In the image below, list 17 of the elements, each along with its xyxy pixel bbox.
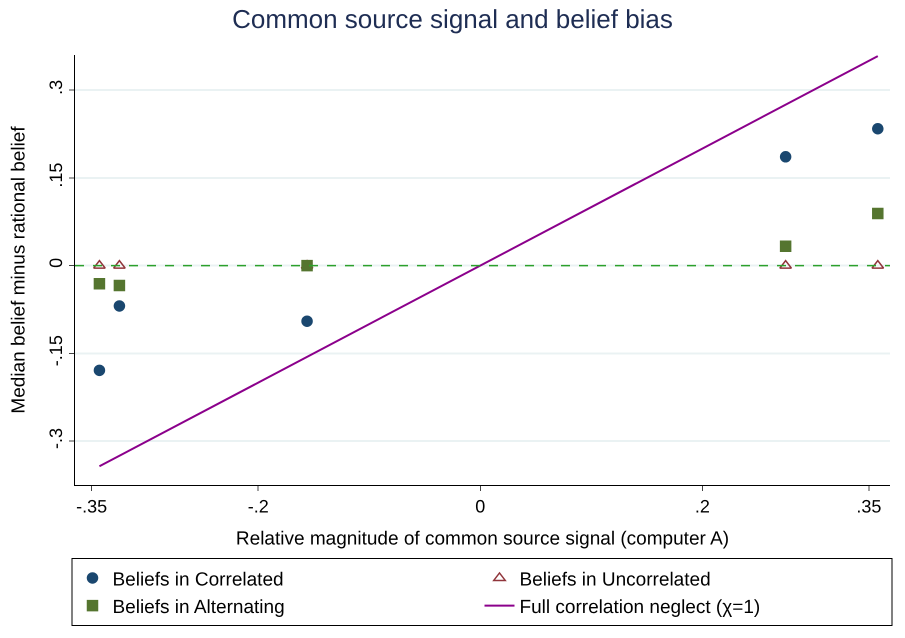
x-tick-label: -.35	[76, 496, 108, 517]
y-axis-title: Median belief minus rational belief	[8, 126, 30, 414]
x-axis-title: Relative magnitude of common source signal (computer A)	[236, 528, 730, 550]
y-tick-label: 0	[46, 258, 66, 268]
legend-label: Beliefs in Correlated	[112, 569, 284, 590]
legend-label: Beliefs in Uncorrelated	[520, 569, 711, 590]
x-tick-label: 0	[475, 496, 486, 517]
y-tick-label: -.15	[46, 335, 66, 366]
x-tick-label: .2	[694, 496, 710, 517]
chart-title: Common source signal and belief bias	[232, 4, 673, 34]
y-tick-label: -.3	[46, 428, 66, 449]
x-tick-label: -.2	[248, 496, 269, 517]
y-tick-label: .3	[46, 80, 66, 95]
legend-label: Full correlation neglect (χ=1)	[520, 597, 760, 618]
y-tick-label: .15	[46, 162, 66, 188]
legend-label: Beliefs in Alternating	[112, 597, 285, 618]
x-tick-label: .35	[856, 496, 882, 517]
